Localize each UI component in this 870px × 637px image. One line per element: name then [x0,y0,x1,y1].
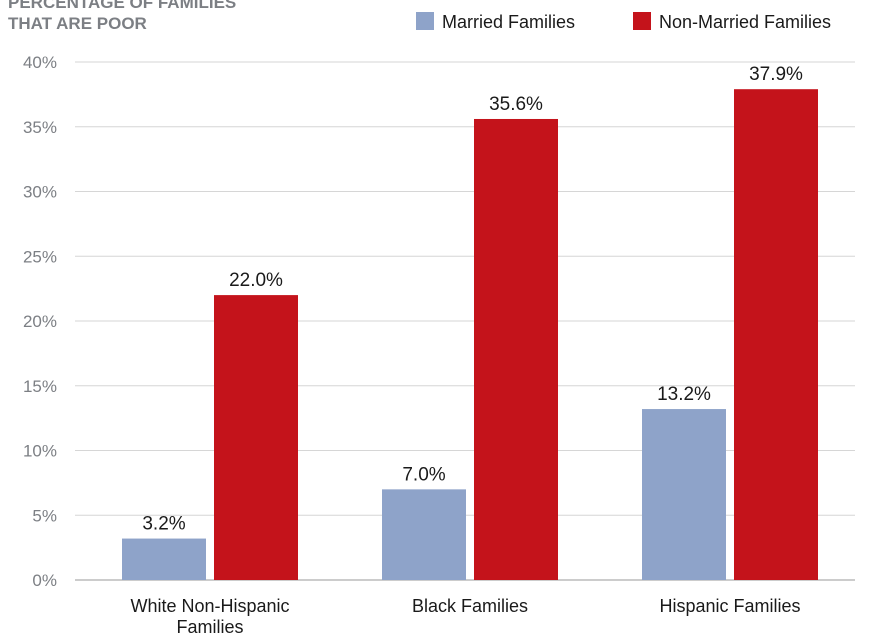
data-label: 13.2% [657,384,711,405]
x-category-label: Families [176,617,243,637]
y-tick-label: 30% [23,183,57,202]
data-label: 35.6% [489,94,543,115]
y-axis-title-line-2: THAT ARE POOR [8,14,147,33]
bar-married [122,538,206,580]
x-category-label: White Non-Hispanic [130,596,289,616]
legend-swatch-non-married [633,12,651,30]
legend-label-non-married: Non-Married Families [659,12,831,32]
bars [122,89,818,580]
y-axis-title-line-1: PERCENTAGE OF FAMILIES [8,0,236,12]
y-tick-label: 15% [23,377,57,396]
gridlines [75,61,855,581]
y-tick-label: 35% [23,118,57,137]
data-label: 22.0% [229,270,283,291]
y-tick-label: 25% [23,247,57,266]
bar-non-married [474,118,558,580]
y-tick-label: 40% [23,53,57,72]
bar-married [382,489,466,580]
bar-non-married [214,295,298,580]
legend-label-married: Married Families [442,12,575,32]
bar-married [642,409,726,580]
data-label: 37.9% [749,64,803,85]
y-tick-label: 10% [23,442,57,461]
x-category-label: Black Families [412,596,528,616]
data-label: 3.2% [142,514,185,535]
y-axis-title: PERCENTAGE OF FAMILIES THAT ARE POOR [8,0,236,33]
y-tick-label: 0% [32,571,57,590]
legend: Married Families Non-Married Families [416,12,831,32]
data-labels: 3.2% 22.0% 7.0% 35.6% 13.2% 37.9% [142,64,803,534]
x-category-label: Hispanic Families [659,596,800,616]
y-tick-label: 5% [32,506,57,525]
data-label: 7.0% [402,464,445,485]
legend-swatch-married [416,12,434,30]
bar-non-married [734,89,818,580]
y-axis-ticks: 0% 5% 10% 15% 20% 25% 30% 35% 40% [23,53,57,590]
y-tick-label: 20% [23,312,57,331]
